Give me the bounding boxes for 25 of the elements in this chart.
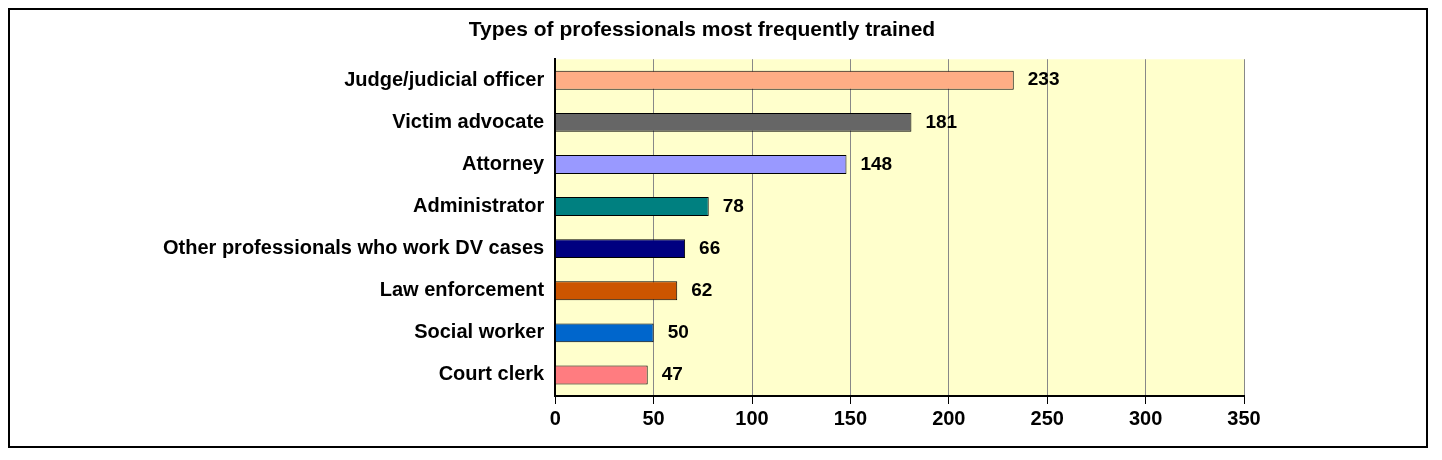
data-label: 47 bbox=[661, 363, 683, 385]
x-tick-label: 100 bbox=[735, 406, 769, 429]
x-tick-label: 0 bbox=[549, 406, 561, 429]
y-tick-label: Other professionals who work DV cases bbox=[163, 236, 545, 259]
data-label: 233 bbox=[1027, 68, 1060, 90]
data-label: 78 bbox=[722, 194, 744, 216]
x-tick-label: 300 bbox=[1128, 406, 1163, 429]
y-tick-label: Administrator bbox=[413, 194, 545, 217]
y-tick-label: Victim advocate bbox=[392, 109, 545, 132]
x-tick-label: 350 bbox=[1227, 406, 1261, 429]
x-tick-label: 50 bbox=[642, 406, 665, 429]
chart-title: Types of professionals most frequently trained bbox=[468, 17, 936, 41]
x-tick-label: 200 bbox=[932, 406, 966, 429]
y-tick-label: Judge/judicial officer bbox=[344, 67, 545, 90]
data-label: 148 bbox=[860, 152, 893, 174]
x-tick-label: 150 bbox=[833, 406, 868, 429]
x-tick-label: 250 bbox=[1030, 406, 1064, 429]
y-tick-label: Court clerk bbox=[438, 362, 546, 385]
y-tick-label: Attorney bbox=[462, 151, 546, 174]
data-label: 66 bbox=[699, 236, 721, 258]
data-label: 50 bbox=[667, 321, 689, 343]
y-tick-label: Social worker bbox=[414, 320, 545, 343]
data-label: 181 bbox=[925, 110, 958, 132]
y-tick-label: Law enforcement bbox=[379, 278, 545, 301]
data-label: 62 bbox=[691, 278, 713, 300]
